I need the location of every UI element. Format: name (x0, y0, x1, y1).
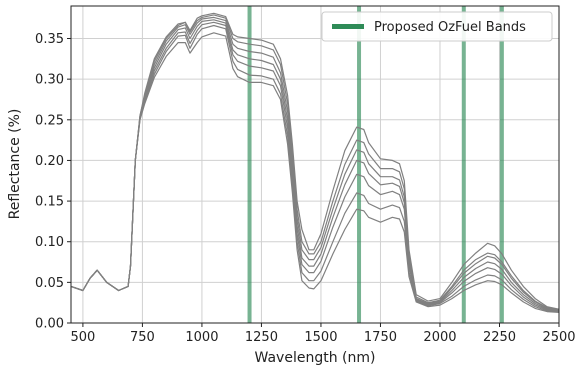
x-tick-label: 1000 (185, 330, 218, 345)
x-tick-label: 2500 (542, 330, 575, 345)
legend: Proposed OzFuel Bands (321, 11, 553, 42)
legend-label: Proposed OzFuel Bands (374, 20, 526, 35)
x-tick-label: 2000 (423, 330, 456, 345)
spectrum-line-7 (70, 32, 560, 313)
y-axis-ticks: 0.00 0.05 0.10 0.15 0.20 0.25 0.30 0.35 (35, 32, 71, 332)
y-tick-label: 0.30 (35, 73, 64, 88)
x-tick-label: 500 (70, 330, 95, 345)
x-axis-ticks: 500 750 1000 1250 1500 1750 2000 2250 2500 (70, 323, 576, 345)
spectra-lines (70, 12, 560, 313)
x-tick-label: 1500 (304, 330, 337, 345)
legend-box (321, 11, 553, 42)
x-tick-label: 2250 (483, 330, 516, 345)
x-tick-label: 1250 (245, 330, 278, 345)
x-tick-label: 750 (130, 330, 155, 345)
x-tick-label: 1750 (364, 330, 397, 345)
plot-frame (70, 5, 560, 324)
y-tick-label: 0.25 (35, 113, 64, 128)
y-tick-label: 0.35 (35, 32, 64, 47)
y-tick-label: 0.15 (35, 195, 64, 210)
y-tick-label: 0.20 (35, 154, 64, 169)
y-tick-label: 0.05 (35, 276, 64, 291)
y-tick-label: 0.10 (35, 235, 64, 250)
x-axis-label: Wavelength (nm) (255, 350, 376, 366)
y-tick-label: 0.00 (35, 317, 64, 332)
y-axis-label: Reflectance (%) (7, 109, 23, 220)
